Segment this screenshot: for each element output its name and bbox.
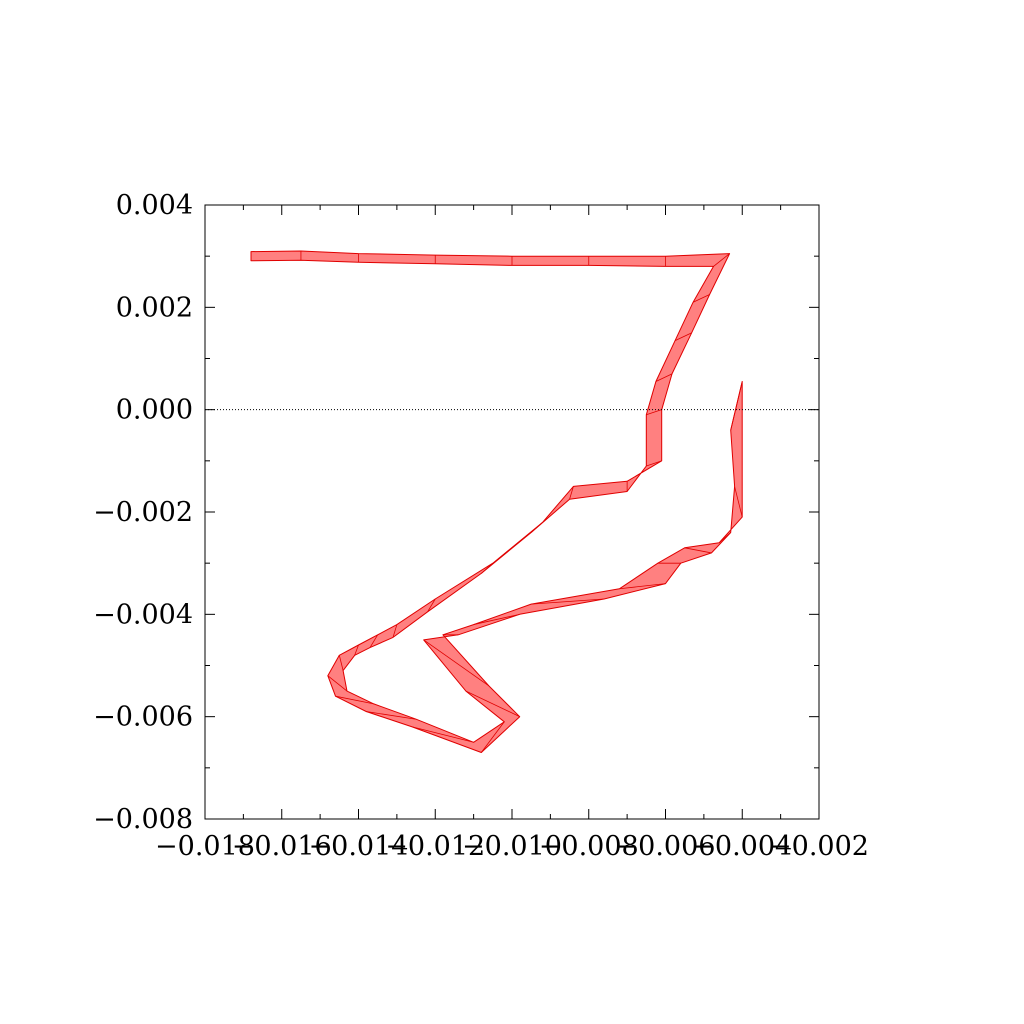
band-slice-line xyxy=(734,486,743,518)
band-slice-line xyxy=(465,690,520,718)
x-tick-label: −0.004 xyxy=(692,831,792,862)
band-slice-line xyxy=(480,721,505,753)
band-slice-line xyxy=(481,562,494,574)
x-tick-label: −0.008 xyxy=(539,831,639,862)
band-slice-line xyxy=(569,486,574,500)
y-tick-label: 0.002 xyxy=(116,292,193,323)
y-tick-label: −0.008 xyxy=(93,804,193,835)
x-tick-label: −0.012 xyxy=(385,831,485,862)
band-slice-line xyxy=(369,634,379,648)
band-slice-line xyxy=(646,409,662,416)
axis-ticks xyxy=(204,204,820,820)
band-slice-line xyxy=(427,598,436,612)
band-slice-line xyxy=(531,598,605,605)
x-tick-label: −0.018 xyxy=(155,831,255,862)
band-slice-line xyxy=(646,460,662,467)
band-slice-line xyxy=(655,373,673,382)
band-slice-line xyxy=(713,253,730,267)
x-tick-label: −0.014 xyxy=(309,831,409,862)
y-tick-label: 0.000 xyxy=(116,395,193,426)
band-slice-line xyxy=(392,624,398,638)
y-tick-label: −0.006 xyxy=(93,702,193,733)
band-slice-line xyxy=(473,613,520,625)
band-slice-line xyxy=(718,532,732,543)
band-slice-line xyxy=(619,583,666,590)
band-slice-line xyxy=(692,294,710,303)
band-slice-line xyxy=(730,381,743,431)
plot-frame xyxy=(204,204,820,820)
band-slice-line xyxy=(530,521,543,533)
axis-tick-labels: −0.018−0.016−0.014−0.012−0.010−0.008−0.0… xyxy=(93,190,869,862)
y-tick-label: −0.002 xyxy=(93,497,193,528)
band-slice-line xyxy=(674,332,692,341)
band-slice-line xyxy=(423,639,490,687)
y-tick-label: −0.004 xyxy=(93,599,193,630)
band-slice-line xyxy=(412,726,474,743)
y-tick-label: 0.004 xyxy=(116,190,193,221)
x-tick-label: −0.002 xyxy=(769,831,869,862)
band-slice-line xyxy=(354,644,359,656)
x-tick-label: −0.016 xyxy=(232,831,332,862)
band-slice-line xyxy=(327,675,348,692)
band-slice-line xyxy=(684,547,712,554)
band-series xyxy=(250,250,743,753)
band-slice-line xyxy=(366,711,417,720)
x-tick-label: −0.010 xyxy=(462,831,562,862)
band-slice-line xyxy=(335,695,374,705)
band-area-0 xyxy=(250,250,743,753)
x-tick-label: −0.006 xyxy=(616,831,716,862)
band-slice-line xyxy=(338,655,344,671)
